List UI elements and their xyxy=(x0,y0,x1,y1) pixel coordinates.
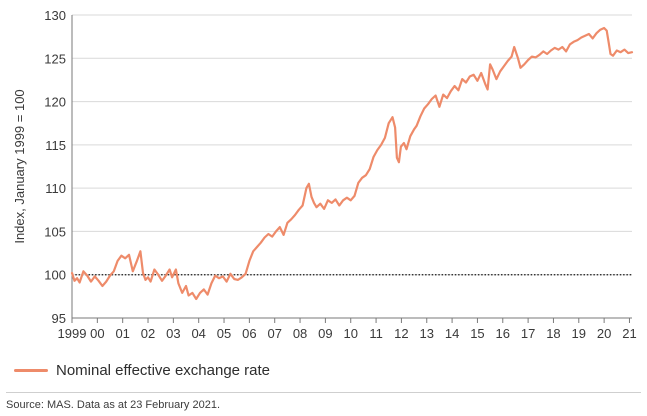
x-tick-label-13: 13 xyxy=(420,326,434,341)
source-note: Source: MAS. Data as at 23 February 2021… xyxy=(6,399,221,411)
x-tick-label-02: 02 xyxy=(141,326,155,341)
x-tick-label-19: 19 xyxy=(572,326,586,341)
x-tick-label-12: 12 xyxy=(394,326,408,341)
x-tick-label-20: 20 xyxy=(597,326,611,341)
y-tick-label-105: 105 xyxy=(44,224,66,239)
x-tick-label-18: 18 xyxy=(546,326,560,341)
y-tick-label-125: 125 xyxy=(44,51,66,66)
x-tick-label-09: 09 xyxy=(318,326,332,341)
x-tick-label-08: 08 xyxy=(293,326,307,341)
x-tick-label-15: 15 xyxy=(470,326,484,341)
chart: 95 100 105 110 115 120 125 130 1999 00 01 02 03 04 05… xyxy=(12,8,637,341)
y-tick-label-130: 130 xyxy=(44,8,66,23)
y-tick-label-100: 100 xyxy=(44,268,66,283)
legend-label: Nominal effective exchange rate xyxy=(56,362,271,379)
y-tick-label-120: 120 xyxy=(44,95,66,110)
series-line-neer xyxy=(70,26,634,301)
y-tick-label-115: 115 xyxy=(45,138,66,153)
x-tick-label-01: 01 xyxy=(115,326,129,341)
x-tick-label-16: 16 xyxy=(496,326,510,341)
x-tick-label-11: 11 xyxy=(369,326,383,341)
x-tick-label-14: 14 xyxy=(445,326,459,341)
gridlines xyxy=(72,14,632,276)
y-axis: 95 100 105 110 115 120 125 130 xyxy=(44,8,73,326)
x-axis: 1999 00 01 02 03 04 05 06 07 08 09 10 11 12 13 14 15 16 17… xyxy=(58,317,637,341)
x-tick-label-07: 07 xyxy=(267,326,281,341)
legend-swatch xyxy=(14,369,48,372)
divider xyxy=(6,392,641,393)
x-tick-label-21: 21 xyxy=(622,326,636,341)
x-tick-label-00: 00 xyxy=(90,326,104,341)
x-tick-label-1999: 1999 xyxy=(58,326,87,341)
x-tick-label-17: 17 xyxy=(521,326,535,341)
x-tick-label-10: 10 xyxy=(343,326,357,341)
y-tick-label-95: 95 xyxy=(52,311,66,326)
x-tick-label-03: 03 xyxy=(166,326,180,341)
y-tick-label-110: 110 xyxy=(45,181,66,196)
x-tick-label-04: 04 xyxy=(191,326,205,341)
legend: Nominal effective exchange rate xyxy=(14,362,270,379)
x-tick-label-06: 06 xyxy=(242,326,256,341)
y-axis-label: Index, January 1999 = 100 xyxy=(12,89,27,243)
x-tick-label-05: 05 xyxy=(217,326,231,341)
